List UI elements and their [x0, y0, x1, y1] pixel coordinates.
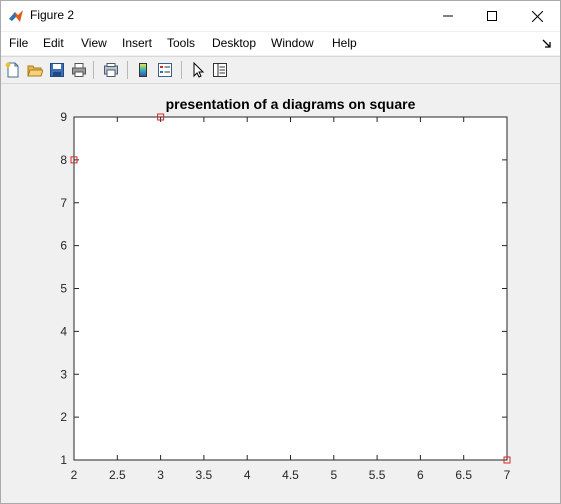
x-tick-label: 3	[157, 468, 164, 482]
save-button[interactable]	[47, 60, 67, 80]
y-tick-label: 8	[60, 153, 67, 167]
new-figure-button[interactable]	[3, 60, 23, 80]
figure-toolbar	[1, 57, 560, 84]
plot-axes[interactable]	[73, 116, 508, 461]
open-file-button[interactable]	[25, 60, 45, 80]
y-tick-label: 2	[60, 410, 67, 424]
x-tick-label: 7	[504, 468, 511, 482]
new-figure-icon	[5, 62, 19, 78]
x-tick-label: 4	[244, 468, 251, 482]
toolbar-separator	[93, 61, 94, 79]
toolbar-separator	[127, 61, 128, 79]
x-tick-label: 6	[417, 468, 424, 482]
print-preview-icon	[104, 63, 118, 77]
maximize-icon	[487, 11, 497, 21]
data-markers	[70, 113, 511, 464]
y-tick-label: 9	[60, 110, 67, 124]
data-point-marker	[70, 156, 78, 164]
menu-insert[interactable]: Insert	[122, 36, 153, 50]
colorbar-button[interactable]	[133, 60, 153, 80]
x-tick-label: 2.5	[109, 468, 126, 482]
y-tick-label: 6	[60, 239, 67, 253]
x-tick-label: 2	[71, 468, 78, 482]
window-title: Figure 2	[30, 8, 75, 22]
legend-icon	[158, 63, 172, 77]
property-inspector-icon	[213, 63, 227, 77]
maximize-button[interactable]	[469, 1, 515, 31]
pointer-button[interactable]	[188, 60, 208, 80]
menu-help[interactable]: Help	[332, 36, 357, 50]
menu-desktop[interactable]: Desktop	[212, 36, 257, 50]
y-tick-label: 1	[60, 453, 67, 467]
dock-arrow-icon[interactable]	[542, 39, 552, 49]
chart-title: presentation of a diagrams on square	[166, 96, 416, 112]
menu-window[interactable]: Window	[271, 36, 314, 50]
property-inspector-button[interactable]	[210, 60, 230, 80]
y-tick-label: 7	[60, 196, 67, 210]
title-bar[interactable]: Figure 2	[1, 1, 560, 31]
data-point-marker	[157, 113, 165, 121]
open-file-icon	[27, 65, 43, 77]
x-tick-label: 3.5	[196, 468, 213, 482]
menu-bar: File Edit View Insert Tools Desktop Wind…	[1, 32, 560, 55]
figure-canvas: presentation of a diagrams on square 2 2.…	[1, 84, 560, 503]
legend-button[interactable]	[155, 60, 175, 80]
menu-view[interactable]: View	[81, 36, 107, 50]
x-axis: 2 2.5 3 3.5 4 4.5 5 5.5 6 6.5 7	[71, 117, 511, 482]
y-tick-label: 4	[60, 324, 67, 338]
minimize-button[interactable]	[425, 1, 471, 31]
menu-file[interactable]: File	[9, 36, 29, 50]
pointer-arrow-icon	[193, 62, 205, 78]
minimize-icon	[443, 15, 453, 17]
x-tick-label: 6.5	[455, 468, 472, 482]
menu-separator	[1, 56, 560, 57]
data-point-marker	[503, 456, 511, 464]
close-icon	[531, 10, 543, 22]
print-icon	[72, 63, 86, 77]
y-tick-label: 5	[60, 282, 67, 296]
menu-edit[interactable]: Edit	[43, 36, 64, 50]
menu-tools[interactable]: Tools	[167, 36, 196, 50]
matlab-app-icon	[9, 10, 23, 22]
chart-svg: presentation of a diagrams on square 2 2.…	[60, 96, 511, 482]
colorbar-icon	[139, 63, 147, 77]
print-button[interactable]	[69, 60, 89, 80]
x-tick-label: 5	[330, 468, 337, 482]
y-tick-label: 3	[60, 367, 67, 381]
save-icon	[50, 63, 64, 77]
x-tick-label: 4.5	[282, 468, 299, 482]
close-button[interactable]	[514, 1, 560, 31]
print-preview-button[interactable]	[101, 60, 121, 80]
toolbar-separator	[181, 61, 182, 79]
x-tick-label: 5.5	[369, 468, 386, 482]
